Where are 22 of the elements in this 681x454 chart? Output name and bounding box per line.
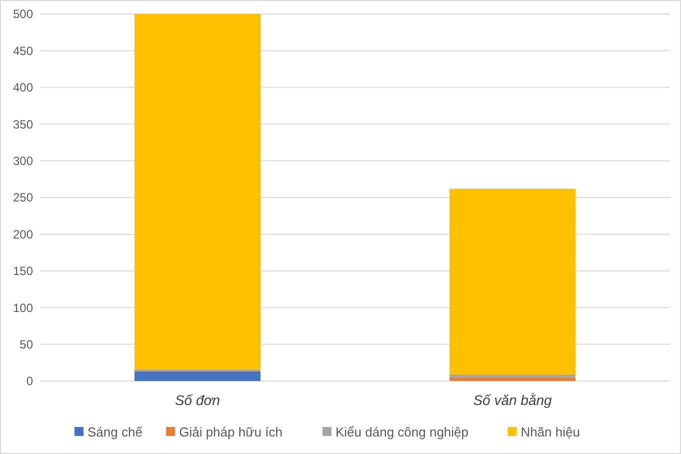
y-tick-label: 150 — [12, 264, 34, 278]
legend-label: Nhãn hiệu — [520, 424, 580, 440]
y-tick-label: 0 — [26, 374, 34, 388]
bar — [134, 371, 260, 381]
x-tick-label: Số văn bằng — [473, 392, 552, 408]
bar — [450, 377, 576, 381]
y-tick-label: 50 — [20, 338, 34, 352]
y-tick-label: 100 — [12, 300, 34, 315]
legend-label: Kiểu dáng công nghiệp — [336, 424, 469, 440]
y-tick-label: 250 — [12, 190, 34, 205]
y-tick-label: 400 — [12, 80, 34, 95]
y-tick-label: 500 — [12, 7, 34, 22]
y-tick-label: 200 — [12, 227, 34, 242]
bar — [450, 374, 576, 378]
bar — [450, 188, 576, 374]
bar — [134, 14, 260, 370]
y-tick-label: 350 — [12, 117, 34, 132]
x-tick-label: Số đơn — [174, 392, 220, 408]
y-tick-label: 300 — [12, 154, 34, 168]
legend-label: Giải pháp hữu ích — [179, 424, 282, 440]
legend-label: Sáng chế — [88, 424, 144, 440]
y-tick-label: 450 — [12, 44, 34, 58]
